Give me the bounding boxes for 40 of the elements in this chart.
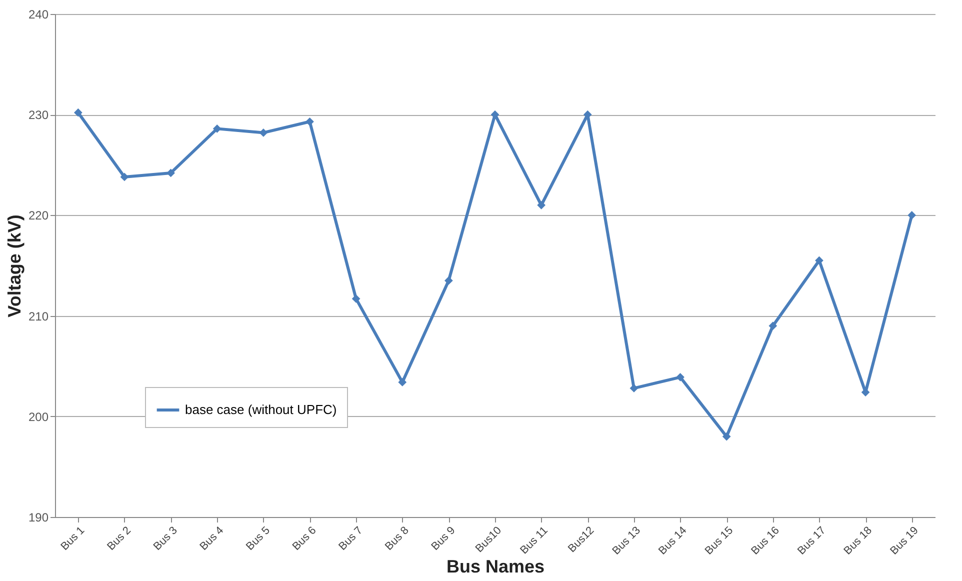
point xyxy=(722,432,731,441)
point xyxy=(398,378,407,386)
x-tick-label: Bus 13 xyxy=(610,524,643,558)
legend-label: base case (without UPFC) xyxy=(185,402,337,417)
point xyxy=(676,372,684,382)
x-tick-label: Bus 19 xyxy=(888,524,921,558)
x-tick-label: Bus 8 xyxy=(382,524,412,553)
x-tick-label: Bus 1 xyxy=(58,524,88,553)
y-axis-title: Voltage (kV) xyxy=(4,214,24,318)
y-tick-label: 230 xyxy=(28,108,49,122)
x-tick-label: Bus 14 xyxy=(656,524,690,558)
y-tick-label: 240 xyxy=(28,8,49,22)
x-axis-title: Bus Names xyxy=(446,556,545,576)
x-tick-label: Bus 3 xyxy=(151,524,180,553)
y-tick-label: 200 xyxy=(28,410,49,424)
x-tick-label: Bus 11 xyxy=(518,524,550,557)
x-tick-label: Bus 4 xyxy=(198,524,226,553)
point xyxy=(352,294,360,303)
y-tick-label: 190 xyxy=(28,510,49,524)
point xyxy=(768,322,778,330)
point xyxy=(259,128,268,137)
point xyxy=(444,276,453,285)
x-tick-label: Bus 5 xyxy=(244,524,272,553)
point xyxy=(166,168,175,178)
x-tick-label: Bus 18 xyxy=(842,524,875,558)
x-tick-label: Bus 2 xyxy=(105,524,134,553)
x-tick-label: Bus 17 xyxy=(795,524,828,558)
point xyxy=(74,108,82,117)
y-tick-label: 220 xyxy=(28,208,49,223)
point xyxy=(815,256,824,265)
x-tick-label: Bus 7 xyxy=(336,524,366,553)
x-tick-label: Bus 16 xyxy=(749,524,782,558)
x-tick-label: Bus 6 xyxy=(290,524,319,553)
point xyxy=(630,384,638,392)
y-tick-label: 210 xyxy=(28,309,49,324)
x-tick-label: Bus 15 xyxy=(702,524,736,558)
point xyxy=(908,211,916,220)
point xyxy=(306,117,314,126)
point xyxy=(537,200,546,210)
x-tick-label: Bus 9 xyxy=(429,524,458,553)
